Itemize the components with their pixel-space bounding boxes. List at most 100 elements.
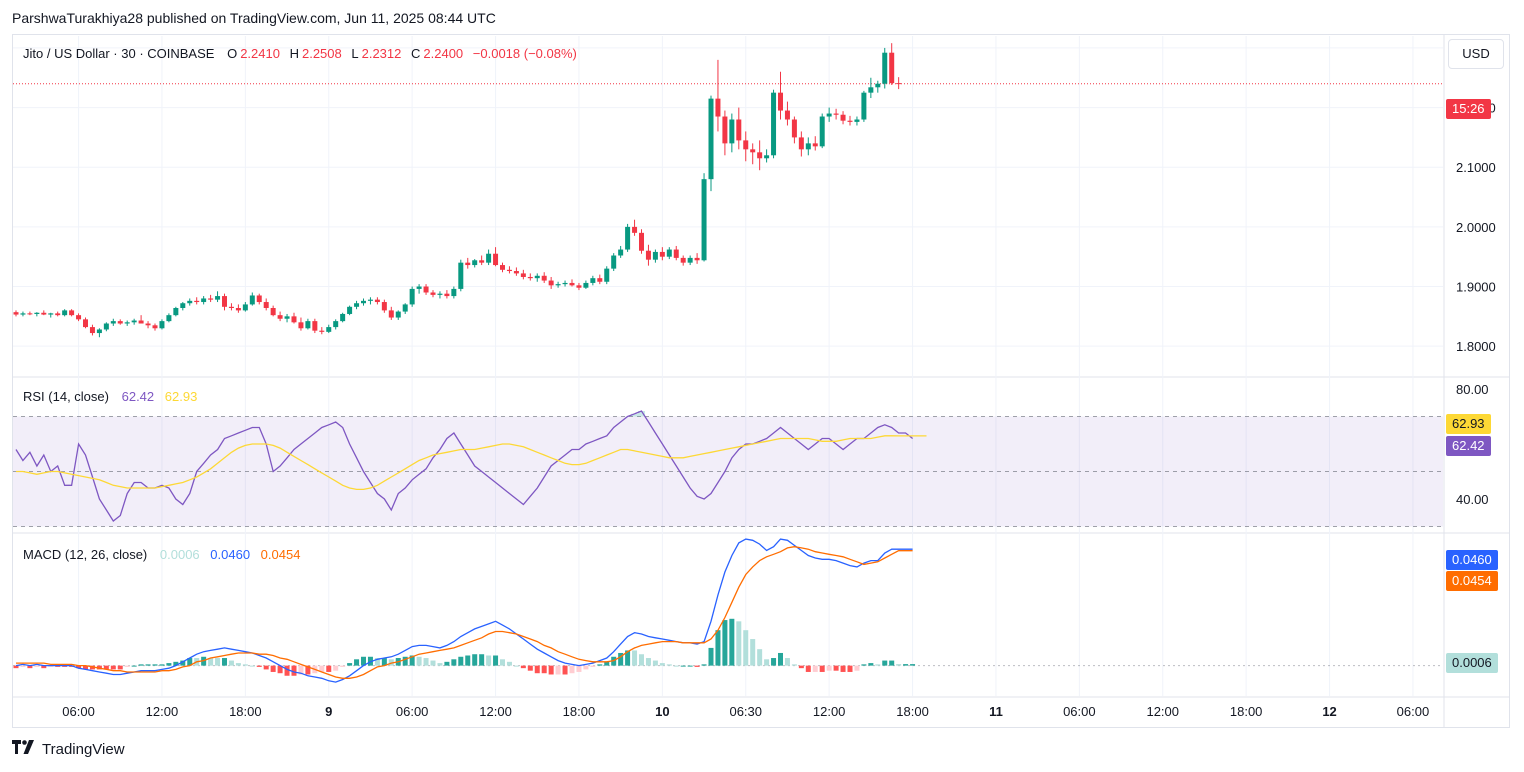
rsi-overbought-fill: [631, 413, 639, 417]
macd-histogram-bar: [291, 665, 297, 676]
macd-histogram-bar: [62, 665, 68, 667]
macd-histogram-bar: [20, 665, 26, 667]
macd-histogram-bar: [409, 655, 415, 666]
candle-down: [319, 330, 325, 332]
symbol-legend: Jito / US Dollar · 30 · COINBASE O 2.2410…: [23, 46, 580, 61]
candle-up: [402, 304, 408, 312]
macd-histogram-bar: [381, 658, 387, 666]
candle-down: [847, 120, 853, 122]
macd-histogram-bar: [103, 665, 109, 670]
macd-histogram-bar: [687, 665, 693, 667]
candle-up: [764, 155, 770, 159]
macd-histogram-bar: [333, 665, 339, 671]
price-tick-label: 1.9000: [1456, 280, 1496, 295]
macd-signal-line: [16, 546, 913, 679]
candle-up: [284, 316, 290, 319]
candle-down: [778, 92, 783, 111]
candle-down: [235, 308, 241, 311]
macd-histogram-bar: [416, 656, 422, 666]
macd-histogram-bar: [632, 650, 638, 666]
low-value: 2.2312: [361, 46, 402, 61]
candle-down: [750, 149, 756, 153]
candle-up: [110, 321, 116, 324]
macd-histogram-bar: [145, 664, 151, 666]
candle-down: [840, 114, 846, 121]
candle-up: [131, 320, 137, 323]
candle-down: [736, 119, 742, 141]
time-tick-label: 18:00: [1230, 704, 1263, 719]
candle-down: [444, 293, 450, 297]
price-tick-label: 2.1000: [1456, 160, 1496, 175]
price-tick-label: 1.8000: [1456, 339, 1496, 354]
macd-histogram-bar: [444, 661, 450, 666]
macd-histogram-bar: [784, 658, 790, 666]
macd-histogram-bar: [34, 665, 40, 667]
candle-down: [889, 52, 895, 84]
rsi-ma-value: 62.93: [164, 389, 198, 404]
open-value: 2.2410: [240, 46, 280, 61]
candle-up: [583, 282, 589, 288]
time-tick-label: 9: [325, 704, 332, 719]
candle-down: [513, 271, 519, 274]
macd-histogram-bar: [541, 665, 547, 674]
time-tick-label: 18:00: [229, 704, 262, 719]
candle-down: [194, 300, 200, 303]
macd-histogram-bar: [910, 664, 916, 666]
macd-histogram-bar: [798, 665, 804, 669]
candle-down: [520, 273, 526, 277]
macd-histogram-bar: [486, 655, 492, 666]
time-tick-label: 12: [1322, 704, 1336, 719]
candle-up: [437, 293, 443, 295]
candle-up: [666, 249, 672, 257]
macd-histogram-bar: [319, 665, 325, 672]
macd-histogram-bar: [96, 665, 102, 670]
time-tick-label: 10: [655, 704, 669, 719]
candle-up: [347, 306, 353, 314]
time-tick-label: 06:30: [729, 704, 762, 719]
candle-down: [527, 276, 533, 279]
macd-histogram-bar: [882, 660, 888, 666]
candle-up: [34, 312, 40, 314]
macd-histogram-bar: [673, 665, 679, 667]
candle-down: [222, 296, 227, 307]
macd-histogram-bar: [903, 664, 909, 666]
candle-up: [868, 87, 874, 93]
macd-histogram-bar: [208, 658, 214, 666]
macd-histogram-bar: [875, 664, 881, 666]
candle-down: [76, 315, 82, 320]
candle-down: [479, 260, 485, 263]
currency-button[interactable]: USD: [1448, 39, 1504, 69]
macd-histogram-bar: [840, 665, 846, 672]
candle-down: [69, 310, 75, 316]
time-tick-label: 12:00: [146, 704, 179, 719]
candle-down: [673, 249, 679, 258]
hist-tag: 0.0006: [1446, 653, 1498, 673]
macd-histogram-bar: [548, 665, 554, 675]
candle-up: [166, 315, 172, 322]
candle-up: [20, 313, 26, 315]
candle-down: [798, 137, 804, 150]
macd-histogram-bar: [764, 659, 770, 666]
candle-down: [715, 98, 721, 117]
candle-up: [819, 116, 825, 147]
macd-histogram-bar: [506, 661, 512, 666]
macd-histogram-bar: [534, 665, 540, 674]
macd-histogram-bar: [666, 664, 672, 666]
time-tick-label: 06:00: [1397, 704, 1430, 719]
close-value: 2.2400: [423, 46, 464, 61]
macd-histogram-bar: [861, 664, 867, 666]
macd-histogram-bar: [222, 658, 227, 666]
footer: TradingView: [12, 740, 125, 759]
macd-histogram-bar: [493, 655, 499, 666]
candle-down: [89, 327, 95, 334]
candle-down: [152, 325, 158, 329]
macd-histogram-bar: [708, 647, 714, 666]
footer-brand: TradingView: [42, 741, 125, 758]
macd-tag: 0.0460: [1446, 550, 1498, 570]
candle-up: [451, 288, 457, 297]
candle-up: [215, 296, 221, 300]
macd-histogram-bar: [110, 665, 116, 670]
macd-histogram-bar: [833, 665, 839, 671]
macd-hist-value: 0.0006: [159, 547, 200, 562]
